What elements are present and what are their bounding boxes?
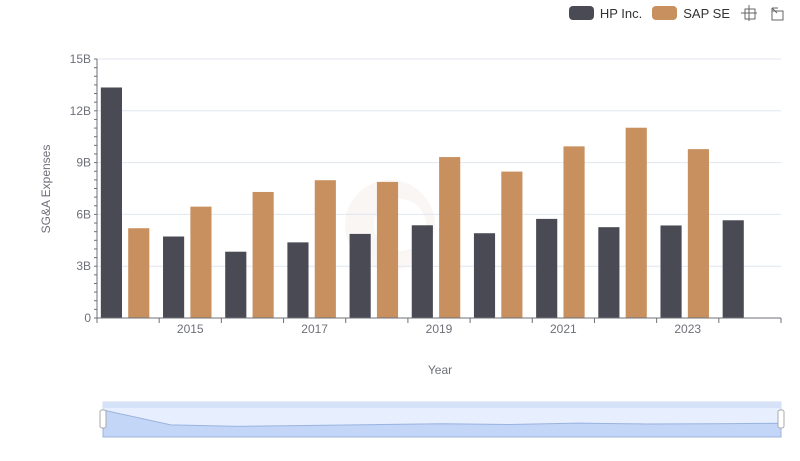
legend-item-hp[interactable]: HP Inc. xyxy=(568,5,643,21)
legend-label-sap: SAP SE xyxy=(683,5,730,21)
bar-sap-2023[interactable] xyxy=(687,149,709,318)
legend-swatch-sap xyxy=(652,6,678,20)
x-tick-label: 2017 xyxy=(301,322,328,336)
x-tick-label: 2015 xyxy=(177,322,204,336)
legend-item-sap[interactable]: SAP SE xyxy=(652,6,730,21)
bar-hp-2016[interactable] xyxy=(225,251,247,318)
bar-hp-2023[interactable] xyxy=(660,225,682,318)
bar-hp-2014[interactable] xyxy=(100,87,122,319)
bar-sap-2020[interactable] xyxy=(501,171,523,318)
y-tick-label: 0 xyxy=(84,311,91,325)
x-tick-label: 2019 xyxy=(426,322,453,336)
bar-sap-2015[interactable] xyxy=(190,206,212,318)
zoom-preview-area xyxy=(102,409,782,438)
x-tick-label: 2021 xyxy=(550,322,577,336)
bar-hp-2017[interactable] xyxy=(287,242,309,318)
bar-sap-2021[interactable] xyxy=(563,146,585,318)
zoom-move-handle[interactable] xyxy=(103,402,781,408)
y-tick-label: 9B xyxy=(76,156,91,170)
bar-hp-2020[interactable] xyxy=(473,233,496,318)
bar-hp-2024[interactable] xyxy=(722,220,744,318)
y-tick-label: 12B xyxy=(70,104,91,118)
zoom-handle-right[interactable] xyxy=(777,409,785,429)
zoom-handle-left[interactable] xyxy=(99,409,107,429)
bar-sap-2019[interactable] xyxy=(439,157,461,318)
bar-hp-2019[interactable] xyxy=(411,225,433,318)
bar-sap-2016[interactable] xyxy=(252,191,274,318)
axes: 0 3B 6B 9B 12B 15B 2015 2017 2019 2021 2023 xyxy=(70,52,782,336)
legend-swatch-hp xyxy=(568,6,594,20)
legend-label-hp: HP Inc. xyxy=(599,5,643,21)
bar-hp-2022[interactable] xyxy=(598,227,620,318)
bar-hp-2015[interactable] xyxy=(163,236,185,318)
bar-sap-2017[interactable] xyxy=(314,180,336,318)
y-tick-label: 3B xyxy=(76,259,91,273)
x-tick-label: 2023 xyxy=(674,322,701,336)
y-axis-title: SG&A Expenses xyxy=(39,145,53,234)
legend: HP Inc. SAP SE xyxy=(568,4,786,22)
x-axis-title: Year xyxy=(428,363,452,377)
bar-hp-2021[interactable] xyxy=(536,218,558,318)
restore-icon[interactable] xyxy=(768,4,786,22)
data-zoom-slider[interactable] xyxy=(99,401,785,438)
bar-sap-2014[interactable] xyxy=(128,228,150,318)
zoom-icon[interactable] xyxy=(740,4,758,22)
bar-sap-2022[interactable] xyxy=(625,127,647,318)
bar-sap-2018[interactable] xyxy=(376,181,399,318)
y-tick-label: 6B xyxy=(76,207,91,221)
bar-hp-2018[interactable] xyxy=(349,233,371,318)
bars xyxy=(100,87,744,319)
y-tick-label: 15B xyxy=(70,52,91,66)
